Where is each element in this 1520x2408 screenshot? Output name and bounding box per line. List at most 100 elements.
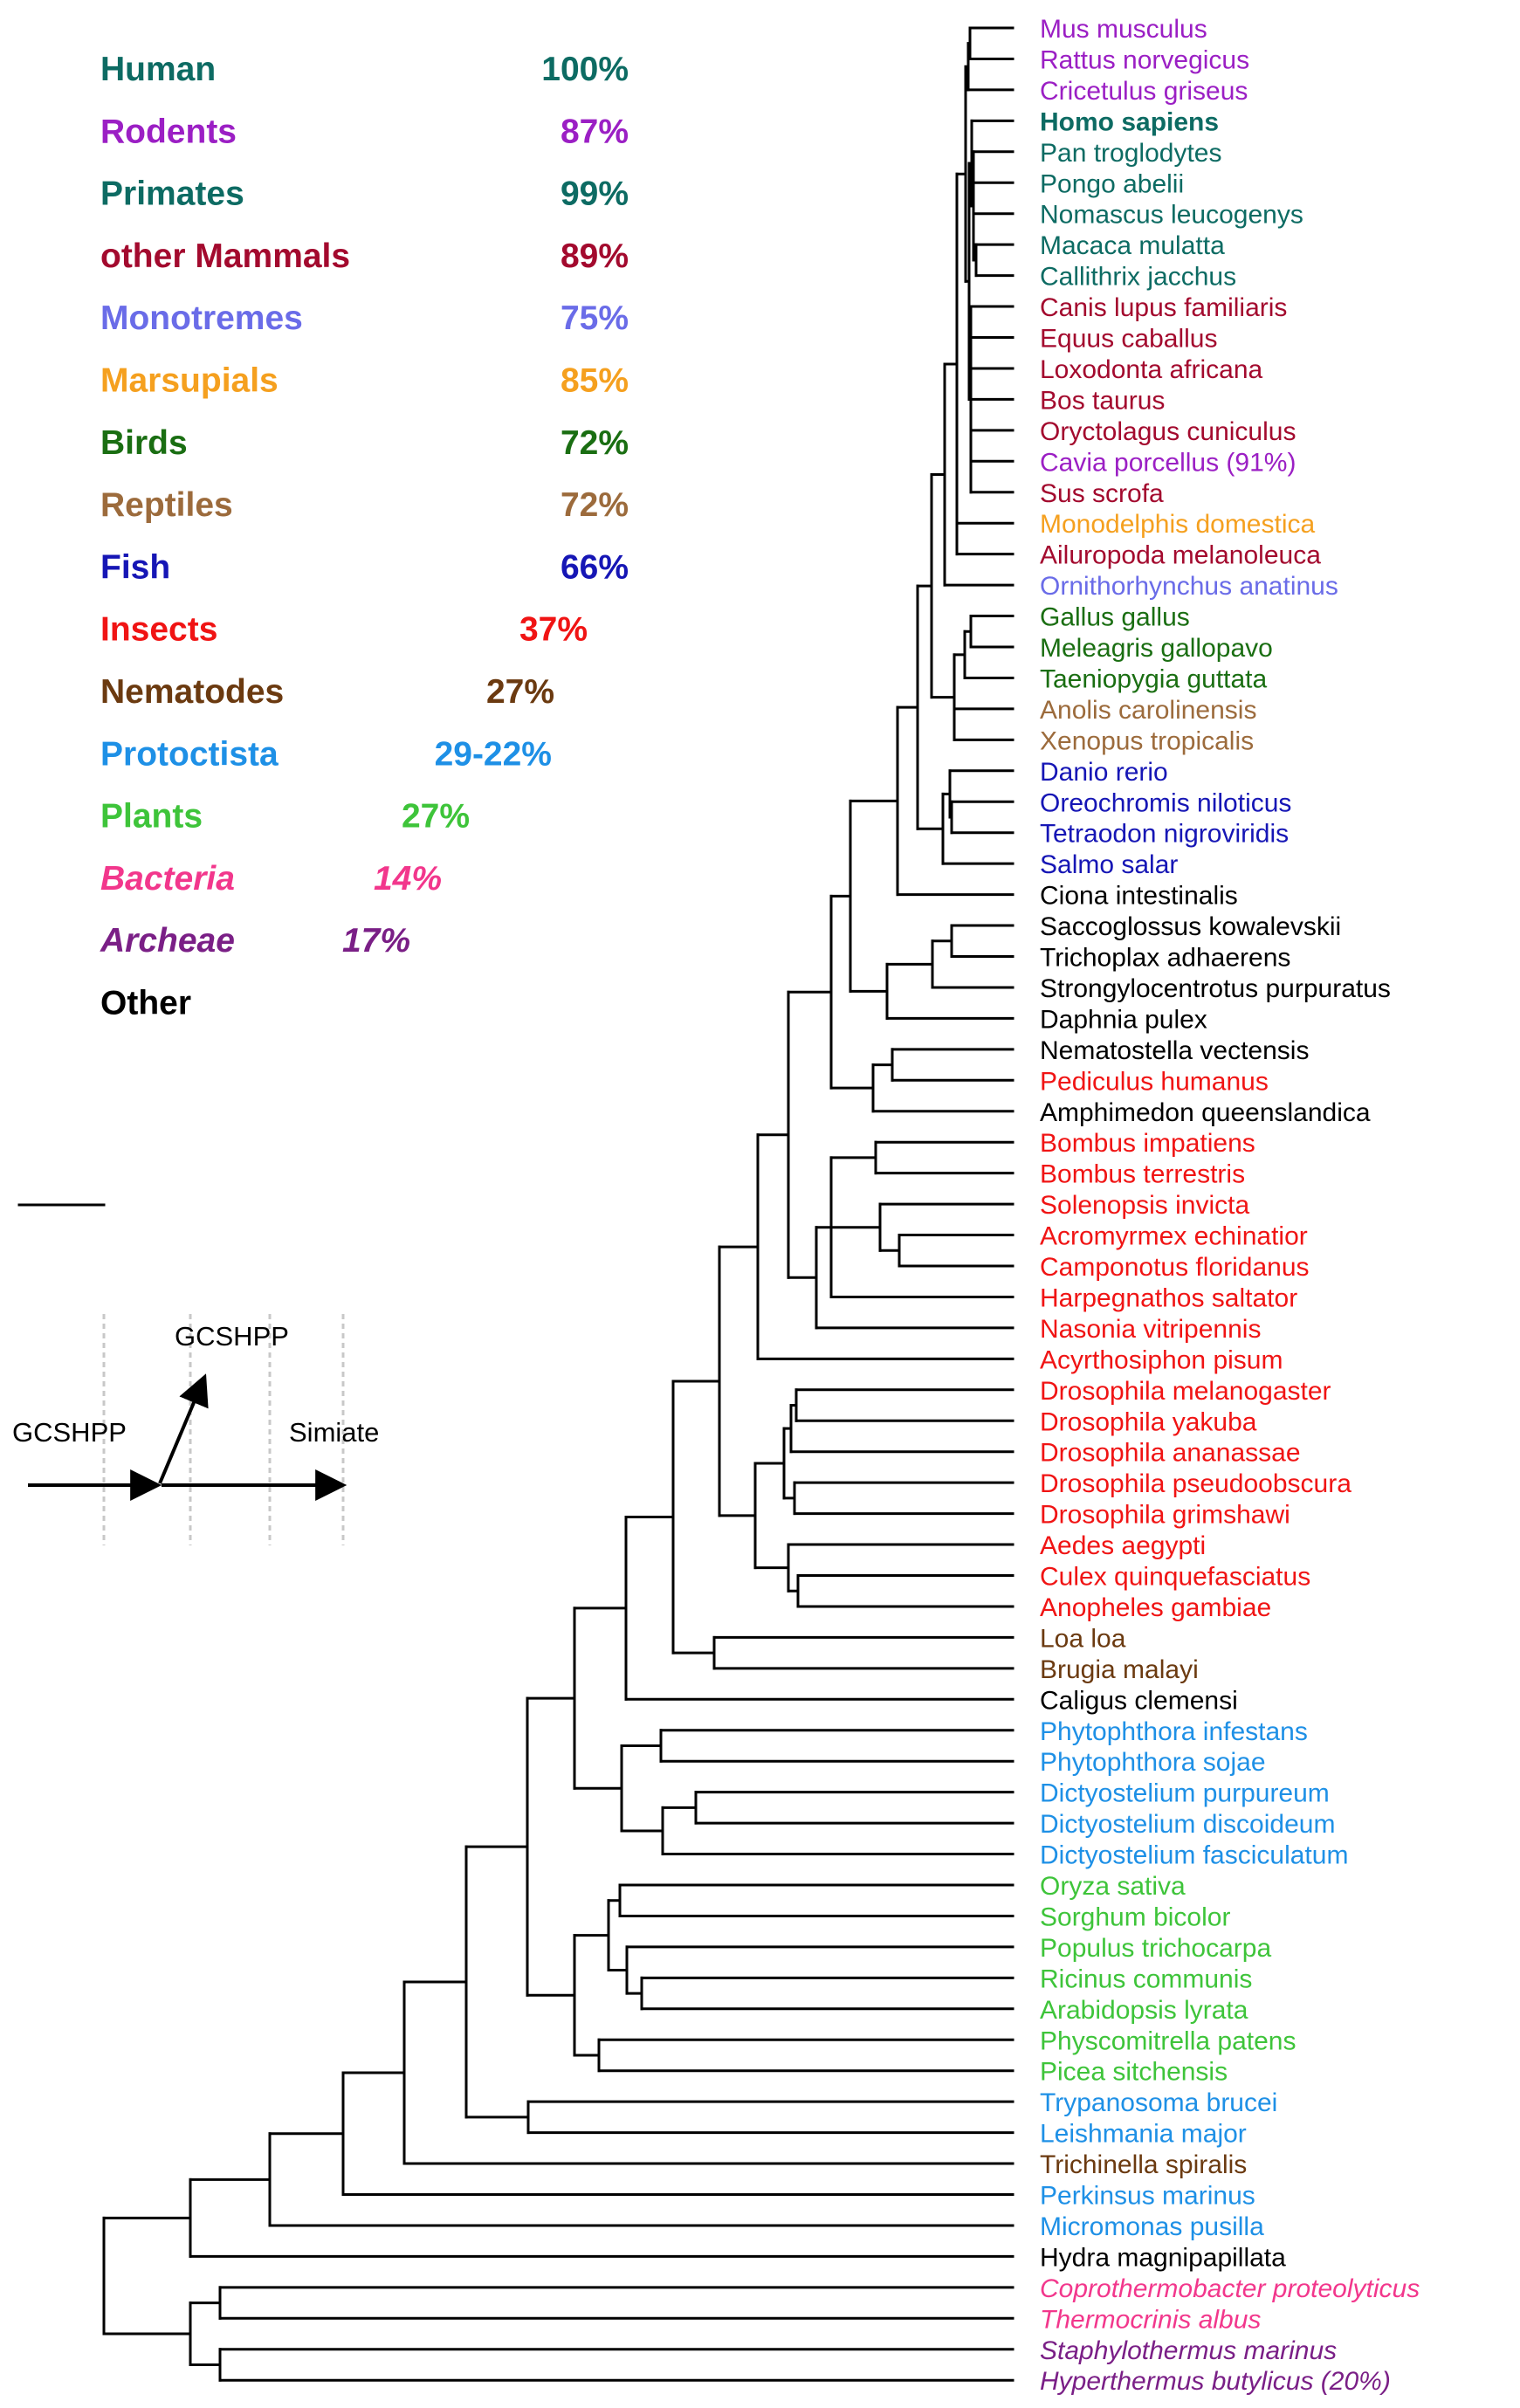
leaf-label-bombus-impatiens: Bombus impatiens: [1040, 1129, 1255, 1158]
legend-name-nematodes: Nematodes: [100, 673, 284, 711]
tree-branches: [17, 26, 1014, 2382]
leaf-label-culex-quinquefasciatus: Culex quinquefasciatus: [1040, 1563, 1310, 1592]
gcshpp-branch-label: GCSHPP: [175, 1321, 289, 1352]
leaf-label-monodelphis-domestica: Monodelphis domestica: [1040, 510, 1315, 539]
simiate-label: Simiate: [289, 1417, 379, 1448]
leaf-label-dictyostelium-purpureum: Dictyostelium purpureum: [1040, 1779, 1330, 1808]
legend-percent-archeae: 17%: [342, 922, 410, 960]
legend: Human 100% Rodents 87% Primates 99% other Mamm…: [100, 51, 629, 1022]
leaf-label-saccoglossus-kowalevskii: Saccoglossus kowalevskii: [1040, 912, 1341, 941]
leaf-label-drosophila-yakuba: Drosophila yakuba: [1040, 1407, 1257, 1436]
legend-percent-birds: 72%: [561, 424, 629, 462]
leaf-label-pongo-abelii: Pongo abelii: [1040, 169, 1184, 198]
leaf-label-sus-scrofa: Sus scrofa: [1040, 479, 1164, 508]
leaf-label-pediculus-humanus: Pediculus humanus: [1040, 1067, 1269, 1096]
leaf-label-ciona-intestinalis: Ciona intestinalis: [1040, 882, 1238, 911]
leaf-label-cavia-porcellus-91: Cavia porcellus (91%): [1040, 448, 1296, 477]
legend-name-archeae: Archeae: [100, 922, 235, 960]
gcshpp-branch-arrow: [158, 1373, 209, 1484]
leaf-label-nasonia-vitripennis: Nasonia vitripennis: [1040, 1315, 1261, 1344]
leaf-label-nematostella-vectensis: Nematostella vectensis: [1040, 1036, 1309, 1065]
legend-name-monotremes: Monotremes: [100, 299, 303, 337]
leaf-label-ricinus-communis: Ricinus communis: [1040, 1964, 1252, 1993]
leaf-label-micromonas-pusilla: Micromonas pusilla: [1040, 2212, 1264, 2241]
leaf-label-ornithorhynchus-anatinus: Ornithorhynchus anatinus: [1040, 572, 1338, 601]
leaf-label-loxodonta-africana: Loxodonta africana: [1040, 355, 1263, 384]
leaf-label-sorghum-bicolor: Sorghum bicolor: [1040, 1902, 1230, 1931]
gcshpp-origin-label: GCSHPP: [12, 1417, 127, 1448]
leaf-label-coprothermobacter-proteolyticus: Coprothermobacter proteolyticus: [1040, 2274, 1420, 2303]
leaf-label-equus-caballus: Equus caballus: [1040, 325, 1217, 354]
leaf-label-loa-loa: Loa loa: [1040, 1624, 1126, 1653]
leaf-label-meleagris-gallopavo: Meleagris gallopavo: [1040, 634, 1273, 663]
leaf-label-daphnia-pulex: Daphnia pulex: [1040, 1005, 1207, 1034]
leaf-label-tetraodon-nigroviridis: Tetraodon nigroviridis: [1040, 820, 1289, 849]
leaf-label-thermocrinis-albus: Thermocrinis albus: [1040, 2305, 1261, 2334]
leaf-label-xenopus-tropicalis: Xenopus tropicalis: [1040, 726, 1254, 755]
leaf-label-hydra-magnipapillata: Hydra magnipapillata: [1040, 2243, 1286, 2272]
leaf-label-hyperthermus-butylicus-20: Hyperthermus butylicus (20%): [1040, 2367, 1391, 2396]
leaf-label-perkinsus-marinus: Perkinsus marinus: [1040, 2182, 1255, 2211]
legend-name-other: Other: [100, 985, 191, 1022]
leaf-label-homo-sapiens: Homo sapiens: [1040, 107, 1219, 136]
legend-name-fish: Fish: [100, 548, 170, 586]
leaf-label-taeniopygia-guttata: Taeniopygia guttata: [1040, 664, 1268, 693]
leaf-label-brugia-malayi: Brugia malayi: [1040, 1655, 1199, 1684]
leaf-label-trypanosoma-brucei: Trypanosoma brucei: [1040, 2088, 1277, 2117]
legend-percent-reptiles: 72%: [561, 486, 629, 524]
leaf-label-amphimedon-queenslandica: Amphimedon queenslandica: [1040, 1098, 1371, 1127]
legend-name-insects: Insects: [100, 611, 217, 649]
leaf-label-salmo-salar: Salmo salar: [1040, 850, 1178, 879]
leaf-label-bos-taurus: Bos taurus: [1040, 386, 1165, 415]
legend-name-primates: Primates: [100, 175, 244, 213]
leaf-label-populus-trichocarpa: Populus trichocarpa: [1040, 1934, 1271, 1963]
leaf-label-trichoplax-adhaerens: Trichoplax adhaerens: [1040, 944, 1290, 973]
leaf-label-camponotus-floridanus: Camponotus floridanus: [1040, 1253, 1310, 1282]
leaf-label-callithrix-jacchus: Callithrix jacchus: [1040, 263, 1236, 292]
leaf-label-anopheles-gambiae: Anopheles gambiae: [1040, 1593, 1271, 1622]
leaf-label-phytophthora-infestans: Phytophthora infestans: [1040, 1717, 1308, 1746]
legend-percent-plants: 27%: [402, 798, 470, 836]
leaf-label-arabidopsis-lyrata: Arabidopsis lyrata: [1040, 1996, 1248, 2025]
legend-percent-primates: 99%: [561, 175, 629, 213]
leaf-label-trichinella-spiralis: Trichinella spiralis: [1040, 2150, 1247, 2179]
legend-percent-protoctista: 29-22%: [435, 735, 552, 773]
leaf-label-aedes-aegypti: Aedes aegypti: [1040, 1531, 1206, 1560]
leaf-label-rattus-norvegicus: Rattus norvegicus: [1040, 45, 1249, 74]
legend-percent-nematodes: 27%: [486, 673, 554, 711]
root-dashed-segments: [101, 1314, 346, 1545]
leaf-label-caligus-clemensi: Caligus clemensi: [1040, 1686, 1238, 1715]
leaf-label-pan-troglodytes: Pan troglodytes: [1040, 139, 1221, 168]
leaf-label-oreochromis-niloticus: Oreochromis niloticus: [1040, 788, 1291, 817]
leaf-label-oryctolagus-cuniculus: Oryctolagus cuniculus: [1040, 417, 1296, 446]
legend-name-plants: Plants: [100, 798, 203, 836]
leaf-label-macaca-mulatta: Macaca mulatta: [1040, 231, 1225, 260]
legend-name-protoctista: Protoctista: [100, 735, 279, 773]
leaf-label-drosophila-melanogaster: Drosophila melanogaster: [1040, 1377, 1331, 1406]
legend-percent-marsupials: 85%: [561, 362, 629, 400]
leaf-label-picea-sitchensis: Picea sitchensis: [1040, 2058, 1228, 2087]
leaf-label-anolis-carolinensis: Anolis carolinensis: [1040, 696, 1256, 725]
legend-name-other-mammals: other Mammals: [100, 237, 350, 275]
leaf-label-canis-lupus-familiaris: Canis lupus familiaris: [1040, 293, 1287, 322]
leaf-label-oryza-sativa: Oryza sativa: [1040, 1872, 1186, 1901]
leaf-label-leishmania-major: Leishmania major: [1040, 2120, 1247, 2149]
legend-percent-fish: 66%: [561, 548, 629, 586]
leaf-label-strongylocentrotus-purpuratus: Strongylocentrotus purpuratus: [1040, 974, 1391, 1003]
leaf-label-drosophila-grimshawi: Drosophila grimshawi: [1040, 1501, 1290, 1530]
leaf-label-solenopsis-invicta: Solenopsis invicta: [1040, 1191, 1249, 1220]
leaf-label-nomascus-leucogenys: Nomascus leucogenys: [1040, 201, 1303, 230]
leaf-label-acyrthosiphon-pisum: Acyrthosiphon pisum: [1040, 1345, 1283, 1374]
legend-name-human: Human: [100, 51, 216, 88]
legend-name-reptiles: Reptiles: [100, 486, 233, 524]
leaf-label-bombus-terrestris: Bombus terrestris: [1040, 1160, 1245, 1189]
leaf-label-dictyostelium-fasciculatum: Dictyostelium fasciculatum: [1040, 1841, 1348, 1870]
legend-percent-other-mammals: 89%: [561, 237, 629, 275]
duplication-event-arrows: GCSHPP GCSHPP Simiate: [12, 1321, 379, 1501]
leaf-label-cricetulus-griseus: Cricetulus griseus: [1040, 77, 1248, 106]
legend-name-rodents: Rodents: [100, 113, 237, 150]
leaf-label-staphylothermus-marinus: Staphylothermus marinus: [1040, 2336, 1337, 2365]
leaf-label-acromyrmex-echinatior: Acromyrmex echinatior: [1040, 1222, 1308, 1251]
